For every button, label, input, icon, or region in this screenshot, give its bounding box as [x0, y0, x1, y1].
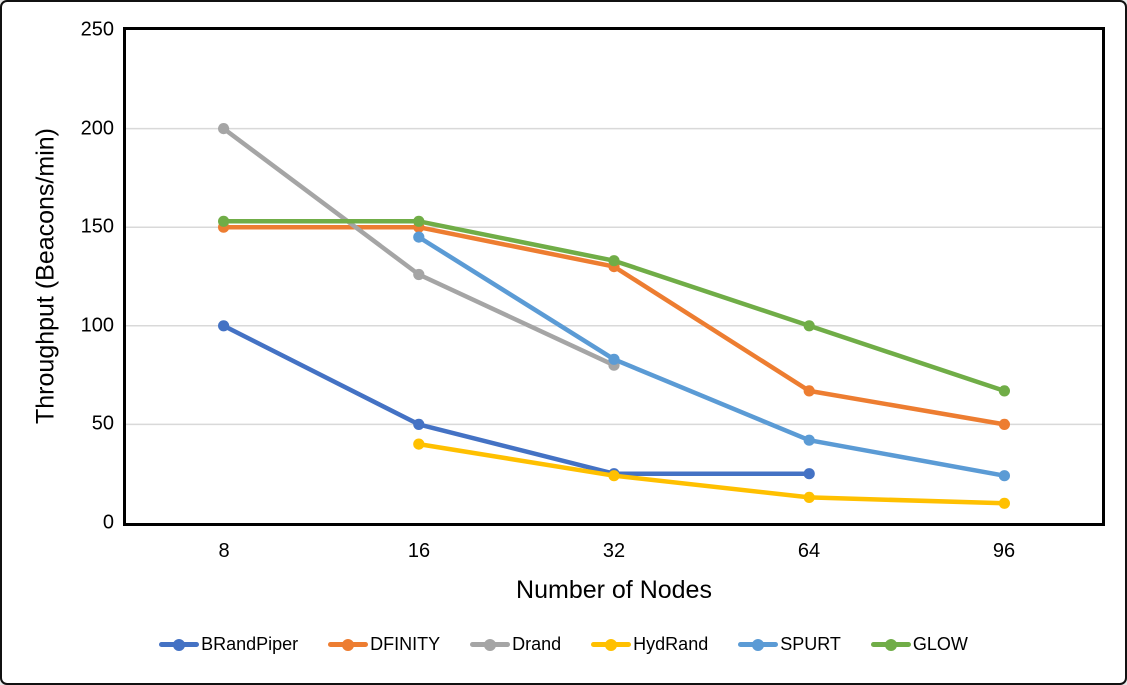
data-point-Drand-8 — [218, 123, 230, 135]
data-point-SPURT-32 — [608, 353, 620, 365]
data-point-BRandPiper-64 — [803, 468, 815, 480]
data-point-GLOW-32 — [608, 255, 620, 267]
data-point-HydRand-64 — [803, 491, 815, 503]
x-tick-16: 16 — [407, 540, 431, 562]
y-tick-50: 50 — [91, 412, 114, 435]
data-point-GLOW-64 — [803, 320, 815, 332]
x-tick-32: 32 — [602, 540, 626, 562]
x-axis-title: Number of Nodes — [516, 576, 712, 604]
legend-line-marker-icon — [470, 638, 511, 651]
y-axis-title: Throughput (Beacons/min) — [31, 128, 60, 424]
data-point-GLOW-16 — [413, 215, 425, 227]
data-point-GLOW-8 — [218, 215, 230, 227]
data-point-HydRand-16 — [413, 438, 425, 450]
legend-line-marker-icon — [159, 638, 200, 651]
legend-label: DFINITY — [370, 634, 441, 654]
data-point-Drand-16 — [413, 268, 425, 281]
data-point-BRandPiper-16 — [413, 418, 425, 430]
data-point-SPURT-96 — [998, 470, 1011, 482]
legend-dot-icon — [884, 638, 897, 651]
data-point-DFINITY-96 — [998, 418, 1011, 430]
data-point-HydRand-96 — [998, 497, 1011, 509]
legend-label: Drand — [512, 634, 562, 654]
x-tick-96: 96 — [992, 540, 1016, 562]
legend-line-marker-icon — [591, 638, 632, 651]
legend-item-Drand: Drand — [470, 634, 561, 655]
series-line-HydRand — [416, 441, 1007, 506]
y-tick-0: 0 — [102, 511, 114, 534]
legend-dot-icon — [484, 638, 497, 651]
line-chart-svg — [126, 123, 1102, 509]
legend-item-DFINITY: DFINITY — [328, 634, 440, 655]
data-point-SPURT-16 — [413, 231, 425, 243]
legend-item-GLOW: GLOW — [870, 634, 968, 655]
legend-dot-icon — [605, 638, 618, 651]
legend-line-marker-icon — [328, 638, 369, 651]
legend-label: HydRand — [633, 634, 709, 654]
legend-dot-icon — [342, 638, 355, 651]
legend-label: GLOW — [912, 634, 968, 654]
chart-legend: BRandPiper DFINITY Drand HydRand SPURT GLOW — [2, 634, 1125, 655]
data-point-GLOW-96 — [998, 385, 1011, 397]
series-line-BRandPiper — [221, 323, 812, 476]
plot-area — [123, 27, 1105, 526]
y-tick-150: 150 — [80, 215, 114, 238]
legend-label: SPURT — [780, 634, 841, 654]
x-tick-64: 64 — [797, 540, 821, 562]
series-line-SPURT — [416, 234, 1007, 478]
y-tick-200: 200 — [80, 117, 114, 140]
legend-label: BRandPiper — [201, 634, 299, 654]
legend-line-marker-icon — [870, 638, 911, 651]
data-point-SPURT-64 — [803, 434, 815, 446]
legend-item-HydRand: HydRand — [591, 634, 708, 655]
legend-item-SPURT: SPURT — [738, 634, 841, 655]
y-tick-100: 100 — [80, 314, 114, 337]
x-tick-8: 8 — [218, 540, 230, 562]
legend-dot-icon — [752, 638, 765, 651]
legend-item-BRandPiper: BRandPiper — [159, 634, 298, 655]
y-tick-250: 250 — [80, 18, 114, 41]
legend-dot-icon — [173, 638, 186, 651]
data-point-HydRand-32 — [608, 470, 620, 482]
data-point-BRandPiper-8 — [218, 320, 230, 332]
legend-line-marker-icon — [738, 638, 779, 651]
data-point-DFINITY-64 — [803, 385, 815, 397]
